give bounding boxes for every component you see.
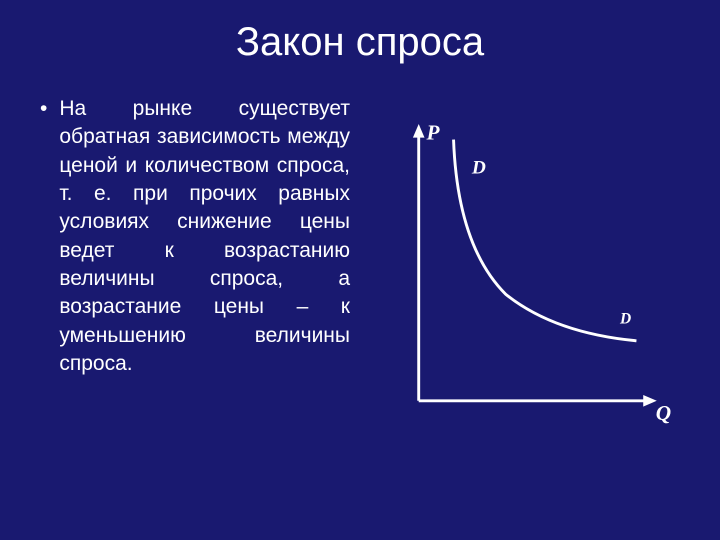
curve-label-bottom: D [619, 310, 631, 327]
demand-chart: P Q D D [380, 95, 680, 455]
chart-svg: P Q D D [380, 95, 680, 455]
bullet-text: На рынке существует обратная зависимость… [59, 95, 350, 378]
bullet-marker: • [40, 95, 47, 378]
q-axis-label: Q [656, 401, 671, 425]
bullet-item: • На рынке существует обратная зависимос… [40, 95, 350, 378]
y-axis-arrow [413, 124, 425, 138]
content-area: • На рынке существует обратная зависимос… [40, 95, 680, 455]
slide-title: Закон спроса [40, 20, 680, 65]
slide: Закон спроса • На рынке существует обрат… [0, 0, 720, 540]
p-axis-label: P [425, 121, 440, 145]
text-block: • На рынке существует обратная зависимос… [40, 95, 350, 455]
x-axis-arrow [643, 395, 657, 407]
curve-label-top: D [471, 157, 486, 178]
